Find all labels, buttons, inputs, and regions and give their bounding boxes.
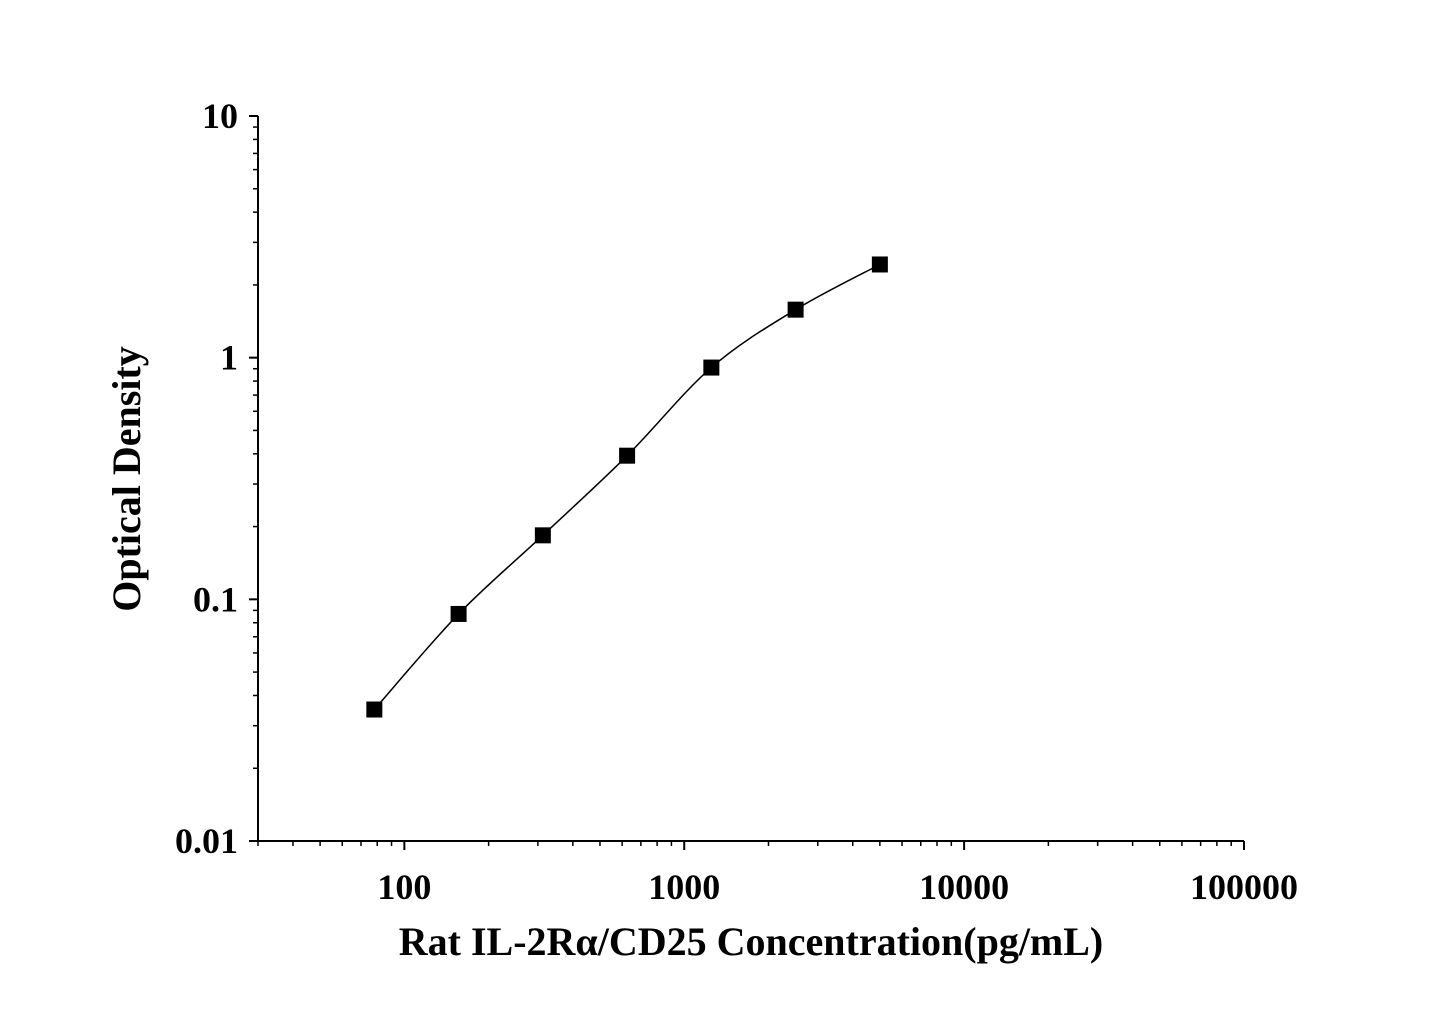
data-point [871,256,888,273]
x-tick-label: 10000 [919,867,1009,907]
x-tick-label: 1000 [648,867,720,907]
x-tick-label: 100 [377,867,431,907]
axes [257,116,1244,842]
data-point [534,527,551,544]
data-point [703,359,720,376]
y-tick-label: 10 [202,96,238,136]
x-tick-label: 100000 [1190,867,1298,907]
data-point [366,701,383,718]
tick-labels: 0.01 0.1 1 10 100 1000 10000 100000 [175,96,1298,907]
data-point [787,301,804,318]
ticks [249,115,1245,850]
data-points [366,256,888,718]
y-tick-label: 0.01 [175,821,238,861]
y-tick-label: 0.1 [193,579,238,619]
data-point [619,447,636,464]
series-line [373,263,881,711]
data-point [450,605,467,622]
y-tick-label: 1 [220,338,238,378]
y-axis-title: Optical Density [104,346,149,612]
x-axis-title: Rat IL-2Rα/CD25 Concentration(pg/mL) [399,919,1104,964]
